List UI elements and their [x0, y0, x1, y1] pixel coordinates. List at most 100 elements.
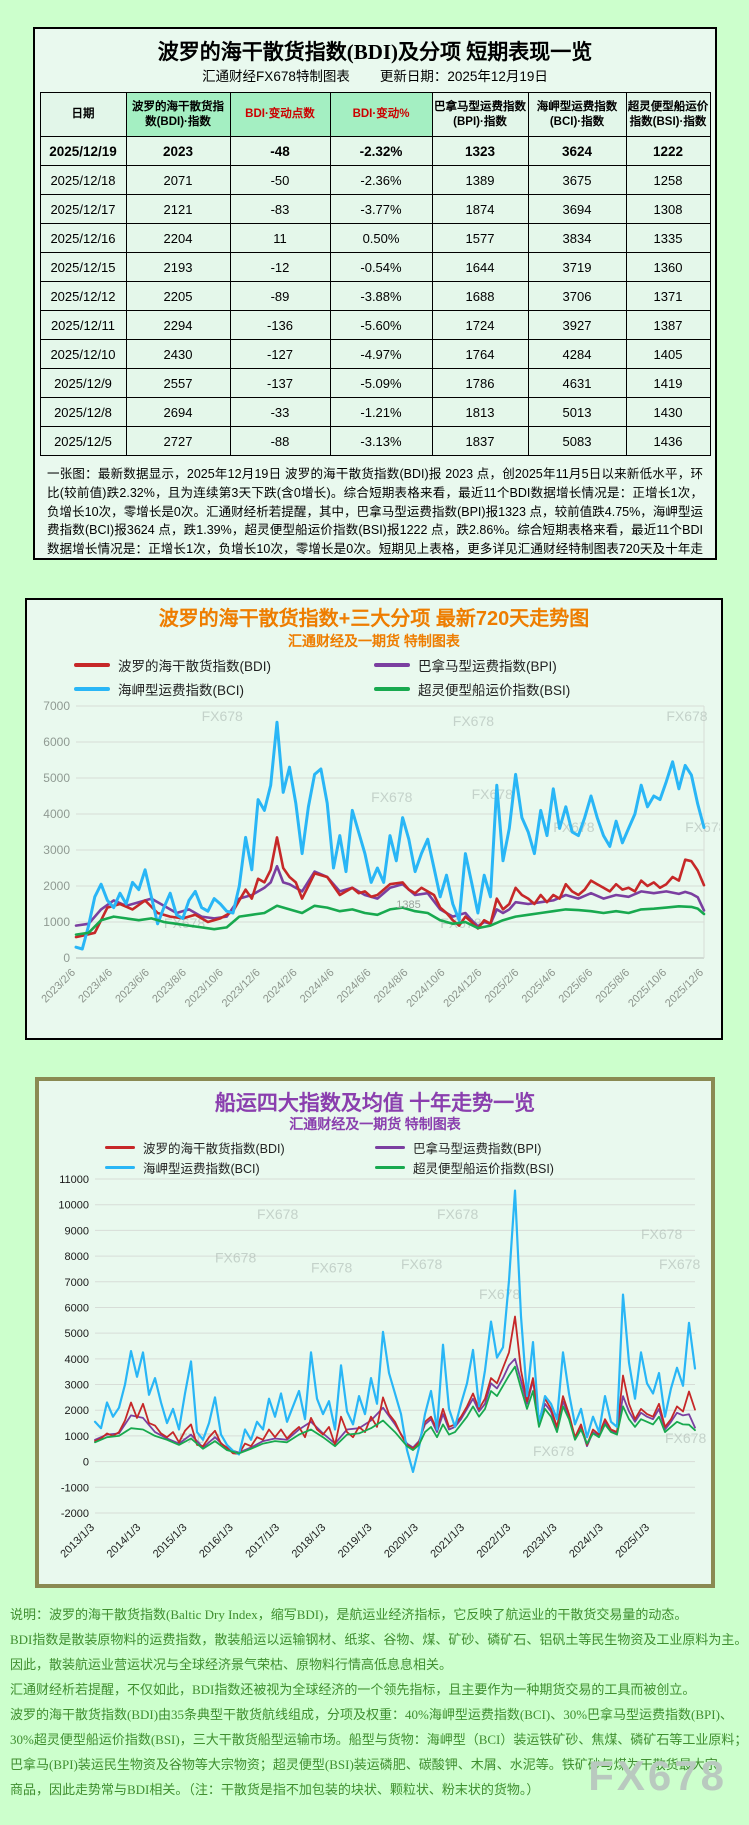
legend-swatch — [74, 663, 110, 667]
svg-text:7000: 7000 — [43, 700, 70, 713]
svg-text:2024/6/6: 2024/6/6 — [335, 967, 374, 1006]
table-cell: 2071 — [125, 165, 231, 195]
svg-text:2024/12/6: 2024/12/6 — [441, 967, 484, 1010]
svg-text:2020/1/3: 2020/1/3 — [382, 1522, 421, 1561]
svg-text:4000: 4000 — [65, 1354, 89, 1366]
table-cell: -1.21% — [329, 397, 433, 427]
legend-label: 波罗的海干散货指数(BDI) — [143, 1141, 285, 1156]
svg-text:3000: 3000 — [43, 843, 70, 857]
chart-10y-legend: 波罗的海干散货指数(BDI) 巴拿马型运费指数(BPI) 海岬型运费指数(BCI) 超… — [39, 1139, 711, 1176]
svg-text:FX678: FX678 — [257, 1206, 298, 1222]
table-cell: 2025/12/5 — [39, 426, 127, 456]
table-cell: -33 — [229, 397, 331, 427]
svg-text:2025/2/6: 2025/2/6 — [483, 967, 522, 1006]
table-cell: 1405 — [625, 339, 711, 369]
table-cell: 1724 — [431, 310, 529, 340]
svg-text:-1000: -1000 — [61, 1482, 89, 1494]
table-cell: 2727 — [125, 426, 231, 456]
footer-line: 巴拿马(BPI)装运民生物资及谷物等大宗物资；超灵便型(BSI)装运磷肥、碳酸钾… — [10, 1757, 718, 1772]
column-header-bdi: 波罗的海干散货指数(BDI)·指数 — [125, 92, 231, 137]
svg-text:6000: 6000 — [65, 1302, 89, 1314]
legend-item: 超灵便型船运价指数(BSI) — [375, 1159, 645, 1176]
table-cell: 3624 — [527, 136, 627, 166]
svg-text:10000: 10000 — [58, 1200, 89, 1212]
column-header-bpi: 巴拿马型运费指数(BPI)·指数 — [431, 92, 529, 137]
table-row: 2025/12/11 2294 -136 -5.60% 1724 3927 1387 — [39, 310, 711, 340]
table-cell: 2430 — [125, 339, 231, 369]
table-row: 2025/12/9 2557 -137 -5.09% 1786 4631 1419 — [39, 368, 711, 398]
table-cell: -88 — [229, 426, 331, 456]
table-cell: 2557 — [125, 368, 231, 398]
svg-text:2023/12/6: 2023/12/6 — [220, 967, 263, 1010]
table-cell: -0.54% — [329, 252, 433, 282]
svg-text:FX678: FX678 — [659, 1256, 700, 1272]
chart-720d-legend: 波罗的海干散货指数(BDI) 巴拿马型运费指数(BPI) 海岬型运费指数(BCI) 超… — [27, 656, 721, 698]
svg-text:FX678: FX678 — [453, 713, 494, 729]
table-row: 2025/12/17 2121 -83 -3.77% 1874 3694 1308 — [39, 194, 711, 224]
svg-text:8000: 8000 — [65, 1251, 89, 1263]
legend-swatch — [74, 687, 110, 691]
table-cell: -3.13% — [329, 426, 433, 456]
legend-swatch — [375, 1165, 405, 1169]
svg-text:2000: 2000 — [43, 879, 70, 893]
table-cell: -5.60% — [329, 310, 433, 340]
column-header-bsi: 超灵便型船运价指数(BSI)·指数 — [625, 92, 711, 137]
legend-swatch — [374, 687, 410, 691]
svg-text:2017/1/3: 2017/1/3 — [243, 1522, 282, 1561]
summary-paragraph: 一张图：最新数据显示，2025年12月19日 波罗的海干散货指数(BDI)报 2… — [47, 467, 703, 556]
svg-text:2023/6/6: 2023/6/6 — [113, 967, 152, 1006]
svg-text:FX678: FX678 — [371, 789, 412, 805]
svg-text:4000: 4000 — [43, 807, 70, 821]
chart-10y-title: 船运四大指数及均值 十年走势一览 — [214, 1091, 536, 1115]
table-cell: 2025/12/8 — [39, 397, 127, 427]
svg-text:FX678: FX678 — [401, 1256, 442, 1272]
table-cell: 1813 — [431, 397, 529, 427]
table-cell: 1764 — [431, 339, 529, 369]
table-row: 2025/12/19 2023 -48 -2.32% 1323 3624 1222 — [39, 136, 711, 166]
table-cell: 1837 — [431, 426, 529, 456]
legend-item: 超灵便型船运价指数(BSI) — [374, 680, 674, 698]
table-cell: 1430 — [625, 397, 711, 427]
shipping-10y-line-chart: -2000 -1000 0 1000 2000 3000 4000 5000 6000 7000 8… — [58, 1175, 706, 1561]
table-cell: -12 — [229, 252, 331, 282]
table-subtitle: 汇通财经FX678特制图表 更新日期：2025年12月19日 — [35, 68, 715, 86]
svg-text:1385: 1385 — [396, 899, 420, 911]
table-cell: 1335 — [625, 223, 711, 253]
svg-text:2016/1/3: 2016/1/3 — [197, 1522, 236, 1561]
table-cell: 1419 — [625, 368, 711, 398]
legend-swatch — [105, 1165, 135, 1169]
svg-text:2024/1/3: 2024/1/3 — [567, 1522, 606, 1561]
table-cell: 1323 — [431, 136, 529, 166]
svg-text:2025/10/6: 2025/10/6 — [626, 967, 669, 1010]
table-row: 2025/12/8 2694 -33 -1.21% 1813 5013 1430 — [39, 397, 711, 427]
legend-swatch — [374, 663, 410, 667]
table-cell: 1222 — [625, 136, 711, 166]
footer-line: BDI指数是散装原物料的运费指数，散装船运以运输钢材、纸浆、谷物、煤、矿砂、磷矿… — [10, 1632, 748, 1647]
svg-text:2022/1/3: 2022/1/3 — [475, 1522, 514, 1561]
svg-text:2019/1/3: 2019/1/3 — [336, 1522, 375, 1561]
svg-text:2021/1/3: 2021/1/3 — [428, 1522, 467, 1561]
table-cell: 1786 — [431, 368, 529, 398]
svg-text:3000: 3000 — [65, 1380, 89, 1392]
svg-text:0: 0 — [63, 951, 70, 965]
table-cell: 1308 — [625, 194, 711, 224]
legend-swatch — [375, 1145, 405, 1149]
svg-text:11000: 11000 — [59, 1175, 89, 1186]
legend-item: 海岬型运费指数(BCI) — [74, 680, 374, 698]
table-cell: 1389 — [431, 165, 529, 195]
table-cell: 1360 — [625, 252, 711, 282]
table-cell: -50 — [229, 165, 331, 195]
table-cell: -83 — [229, 194, 331, 224]
chart-720d-panel: 波罗的海干散货指数+三大分项 最新720天走势图 汇通财经及一期货 特制图表 波… — [25, 598, 723, 1040]
svg-text:FX678: FX678 — [533, 1443, 574, 1459]
table-cell: 1371 — [625, 281, 711, 311]
table-row: 2025/12/10 2430 -127 -4.97% 1764 4284 1405 — [39, 339, 711, 369]
footer-line: 因此，散装航运业营运状况与全球经济景气荣枯、原物料行情高低息息相关。 — [10, 1657, 453, 1672]
table-cell: 3719 — [527, 252, 627, 282]
table-cell: -127 — [229, 339, 331, 369]
svg-text:FX678: FX678 — [472, 786, 513, 802]
svg-text:FX678: FX678 — [311, 1260, 352, 1276]
legend-label: 海岬型运费指数(BCI) — [143, 1161, 260, 1176]
bdi-short-term-table: 日期 波罗的海干散货指数(BDI)·指数 BDI·变动点数 BDI·变动% 巴拿… — [39, 92, 711, 456]
